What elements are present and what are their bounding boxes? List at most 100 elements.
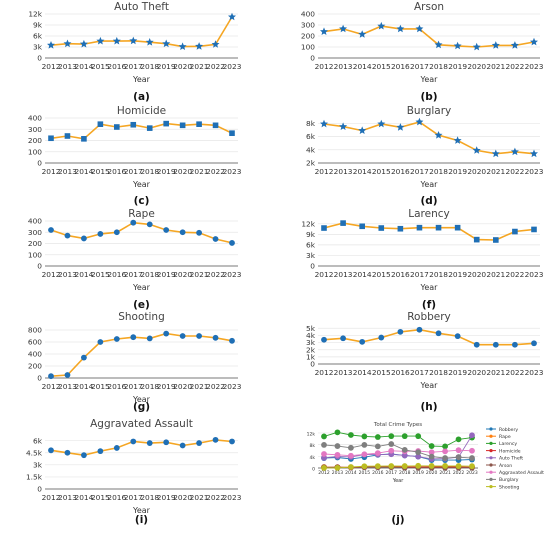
chart-title: Larency <box>408 208 449 220</box>
data-point <box>429 463 435 469</box>
data-point <box>396 123 404 131</box>
x-tick-label: 2022 <box>506 368 525 377</box>
data-point <box>147 125 153 131</box>
y-tick-label: 600 <box>28 338 42 347</box>
data-point <box>348 464 354 470</box>
x-tick-label: 2021 <box>486 270 505 279</box>
data-point <box>456 447 462 453</box>
data-point <box>442 463 448 469</box>
chart-c: Homicide01002003004002012201320142015201… <box>28 105 242 207</box>
data-point <box>321 465 327 471</box>
data-point <box>402 447 408 453</box>
panel-label: (b) <box>420 91 437 103</box>
data-point <box>511 41 519 49</box>
y-tick-label: 300 <box>28 125 42 134</box>
x-tick-label: 2017 <box>410 167 429 176</box>
data-point <box>442 443 448 449</box>
x-tick-label: 2020 <box>467 167 486 176</box>
data-point <box>48 135 54 141</box>
data-point <box>415 433 421 439</box>
data-point <box>47 41 55 49</box>
x-tick-label: 2014 <box>353 62 372 71</box>
data-point <box>114 124 120 130</box>
data-point <box>335 443 341 449</box>
data-point <box>474 342 480 348</box>
data-point <box>415 449 421 455</box>
data-point <box>359 223 365 229</box>
x-tick-label: 2014 <box>353 167 372 176</box>
data-point <box>455 333 461 339</box>
y-tick-label: 200 <box>28 362 42 371</box>
x-tick-label: 2016 <box>372 470 384 476</box>
data-point <box>229 439 235 445</box>
chart-title: Shooting <box>118 311 165 323</box>
x-axis-label: Year <box>392 478 405 484</box>
x-tick-label: 2019 <box>412 470 424 476</box>
x-axis-label: Year <box>420 75 439 84</box>
data-point <box>358 126 366 134</box>
data-point <box>435 131 443 139</box>
data-point <box>81 136 87 142</box>
data-point <box>456 436 462 442</box>
x-tick-label: 2015 <box>359 470 371 476</box>
data-point <box>361 442 367 448</box>
x-tick-label: 2012 <box>315 368 334 377</box>
data-point <box>493 342 499 348</box>
data-point <box>213 123 219 129</box>
data-point <box>436 225 442 231</box>
y-tick-label: 300 <box>28 228 42 237</box>
series-line <box>51 223 232 243</box>
chart-title: Burglary <box>407 105 452 117</box>
data-point <box>129 37 137 45</box>
y-tick-label: 400 <box>28 217 42 226</box>
x-tick-label: 2014 <box>345 470 357 476</box>
data-point <box>375 450 381 456</box>
data-point <box>147 440 153 446</box>
legend-marker <box>489 449 492 452</box>
data-point <box>348 453 354 459</box>
data-point <box>179 42 187 50</box>
x-tick-label: 2013 <box>332 470 344 476</box>
data-point <box>375 463 381 469</box>
data-point <box>321 434 327 440</box>
y-tick-label: 3k <box>306 251 316 260</box>
y-tick-label: 6k <box>306 241 316 250</box>
legend-label: Burglary <box>499 477 519 483</box>
data-point <box>429 443 435 449</box>
data-point <box>512 342 518 348</box>
x-tick-label: 2018 <box>429 368 448 377</box>
data-point <box>361 434 367 440</box>
x-tick-label: 2021 <box>486 167 505 176</box>
chart-title: Auto Theft <box>114 1 169 13</box>
x-tick-label: 2021 <box>439 470 451 476</box>
data-point <box>81 452 87 458</box>
x-tick-label: 2023 <box>525 167 544 176</box>
data-point <box>511 148 519 156</box>
x-tick-label: 2013 <box>334 368 353 377</box>
y-tick-label: 200 <box>301 32 315 41</box>
legend-marker <box>489 463 492 466</box>
y-tick-label: 5k <box>306 324 316 333</box>
legend-label: Larency <box>499 441 517 447</box>
data-point <box>81 236 87 242</box>
data-point <box>48 227 54 233</box>
data-point <box>388 448 394 454</box>
x-tick-label: 2018 <box>429 167 448 176</box>
chart-title: Arson <box>414 1 444 13</box>
data-point <box>81 355 87 361</box>
data-point <box>162 40 170 48</box>
data-point <box>320 120 328 128</box>
data-point <box>469 448 475 454</box>
data-point <box>65 372 71 378</box>
data-point <box>113 37 121 45</box>
panel-label: (i) <box>135 514 148 526</box>
x-tick-label: 2022 <box>453 470 465 476</box>
y-tick-label: 12k <box>28 10 42 19</box>
data-point <box>114 229 120 235</box>
data-point <box>130 220 136 226</box>
y-tick-label: 100 <box>28 250 42 259</box>
legend-marker <box>489 435 492 438</box>
data-point <box>375 434 381 440</box>
data-point <box>97 231 103 237</box>
